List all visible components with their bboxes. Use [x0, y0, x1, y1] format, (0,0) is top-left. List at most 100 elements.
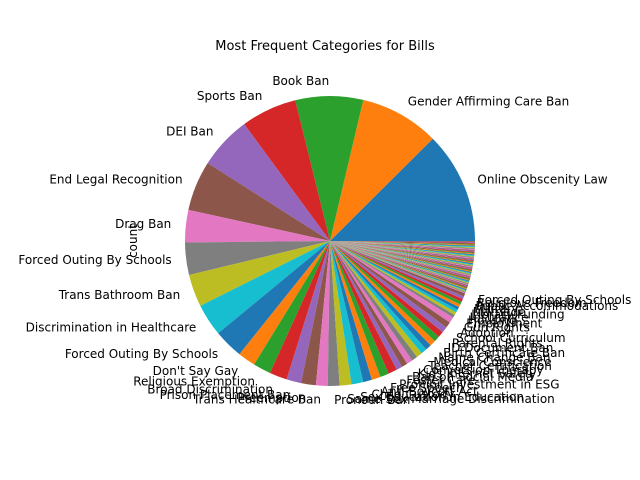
pie-slice	[330, 241, 462, 305]
pie-slice	[330, 241, 475, 255]
pie-slice	[330, 241, 469, 286]
slice-label: Trans Bathroom Ban	[58, 288, 180, 302]
slice-label: Prohibit Investment in ESG	[399, 377, 559, 391]
pie-slice	[330, 241, 475, 244]
pie-slice	[330, 241, 468, 288]
slice-label: Conversion Therapy	[423, 363, 543, 377]
pie-slice	[330, 241, 475, 247]
slice-label: Prison Placement Ban	[160, 388, 291, 402]
pie-slice	[330, 241, 422, 357]
pie-slice	[330, 241, 475, 258]
pie-slice	[330, 241, 473, 269]
pie-slice	[330, 241, 472, 273]
pie-slice	[295, 96, 364, 241]
pie-slice	[330, 241, 475, 258]
slice-label: Gun Rights	[464, 321, 530, 335]
slice-label: Forced Outing By Schools	[65, 347, 218, 361]
pie-slice	[330, 241, 473, 267]
slice-label: Name Change Ban	[438, 351, 550, 365]
pie-slice	[330, 241, 474, 263]
pie-slice	[330, 241, 467, 292]
slice-label: Pronoun Ban	[334, 393, 410, 407]
slice-label: Same-Sex Marriage Discrimination	[347, 392, 555, 406]
pie-slice	[330, 241, 458, 313]
pie-slices	[185, 96, 476, 386]
pie-labels: Online Obscenity Law Gender Affirming Car…	[18, 74, 631, 407]
pie-slice	[330, 241, 470, 281]
slice-label: Adoption	[460, 326, 514, 340]
pie-slice	[330, 241, 475, 257]
pie-slice	[330, 241, 468, 287]
pie-slice	[330, 241, 463, 302]
pie-slice	[188, 163, 330, 241]
pie-slice	[330, 241, 447, 333]
pie-slice	[218, 241, 330, 355]
pie-slice	[330, 99, 433, 241]
pie-slice	[330, 241, 454, 323]
pie-slice	[189, 241, 330, 306]
pie-slice	[330, 241, 474, 262]
pie-slice	[330, 241, 466, 294]
pie-slice	[239, 241, 330, 365]
pie-slice	[330, 241, 475, 243]
pie-slice	[330, 241, 473, 271]
pie-slice	[330, 241, 475, 251]
pie-slice	[330, 241, 455, 318]
slice-label: Don't Say Gay	[153, 364, 239, 378]
chart-title: Most Frequent Categories for Bills	[215, 39, 435, 54]
pie-slice	[330, 241, 472, 275]
pie-slice	[330, 241, 352, 386]
pie-slice	[207, 124, 330, 241]
pie-slice	[330, 241, 427, 354]
pie-slice	[330, 241, 443, 337]
pie-slice	[330, 241, 474, 264]
slice-label: Kids Internet Safety	[418, 367, 537, 381]
pie-slice	[330, 241, 472, 272]
pie-slice	[269, 241, 330, 380]
pie-slice	[330, 241, 471, 280]
pie-slice	[330, 241, 418, 361]
pie-slice	[330, 241, 435, 346]
pie-slice	[330, 241, 474, 265]
pie-slice	[330, 241, 431, 350]
pie-slice	[330, 241, 372, 383]
pie-slice	[330, 241, 364, 385]
pie-slice	[330, 241, 474, 259]
pie-slice	[330, 241, 457, 315]
slice-label: Parental Rights	[452, 336, 543, 350]
pie-slice	[185, 241, 330, 276]
slice-label: Sex Education in Education	[360, 390, 524, 404]
pie-slice	[330, 241, 467, 290]
pie-slice	[330, 241, 474, 266]
pie-slice	[330, 241, 408, 367]
pie-slice	[330, 241, 397, 374]
pie-slice	[330, 241, 413, 364]
pie-slice	[330, 241, 472, 273]
pie-slice	[330, 241, 475, 256]
slice-label: Foster Care	[406, 374, 475, 388]
pie-slice	[330, 241, 475, 250]
pie-slice	[330, 241, 469, 284]
pie-slice	[330, 241, 468, 289]
slice-label: Religious Exemption	[133, 374, 255, 388]
y-axis-label: count	[126, 224, 140, 258]
slice-label: Online Obscenity Law	[477, 173, 607, 187]
slice-label: School Curriculum	[456, 331, 565, 345]
pie-slice	[330, 241, 471, 277]
pie-slice	[330, 241, 461, 308]
pie-slice	[330, 241, 471, 278]
slice-label: Trans Healthcare Ban	[192, 393, 321, 407]
pie-slice	[327, 241, 340, 386]
slice-label: Anti-Boycott Act	[381, 385, 478, 399]
slice-label: Drag Ban	[115, 217, 171, 231]
pie-slice	[330, 241, 475, 250]
pie-slice	[330, 241, 470, 280]
slice-label: Free Speech	[390, 381, 463, 395]
slice-label: Discrimination in Healthcare	[26, 321, 197, 335]
slice-label: Sports Ban	[197, 89, 262, 103]
slice-label: Teacher Certification	[427, 359, 552, 373]
slice-label: Library Funding	[471, 308, 564, 322]
pie-slice	[330, 241, 470, 282]
pie-slice	[330, 241, 403, 370]
